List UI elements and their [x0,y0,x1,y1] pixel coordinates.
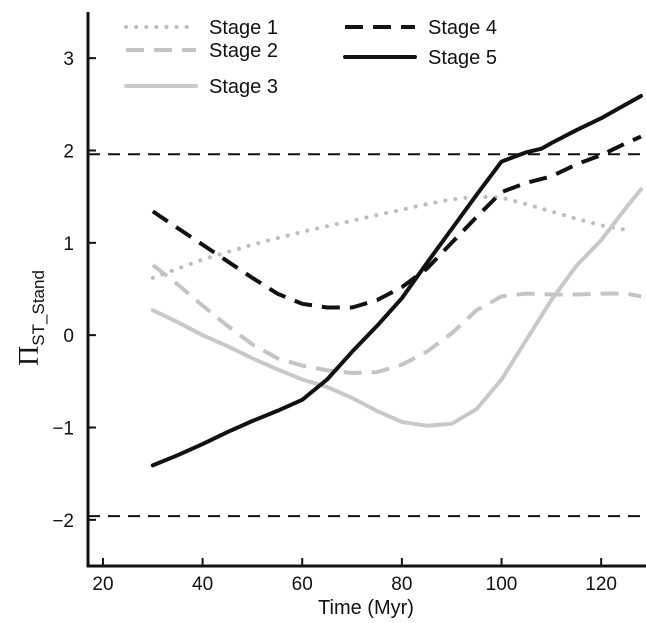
y-tick-label: 1 [63,234,74,255]
y-tick-label: 0 [63,326,74,347]
x-tick-label: 40 [192,574,213,595]
y-tick-label: −2 [52,511,74,532]
y-tick-label: 3 [63,49,74,70]
series-lines [150,94,643,468]
series-line-1 [150,194,629,280]
series-line-5 [150,94,643,468]
y-tick-label: 2 [63,142,74,163]
reference-lines [88,153,646,518]
y-axis-label-symbol: Π [14,346,45,366]
x-tick-label: 120 [585,574,617,595]
series-line-2 [151,263,642,375]
y-ticks: −2 −1 0 1 2 3 [52,49,96,532]
y-tick-label: −1 [52,419,74,440]
axes [86,12,646,568]
svg-text:ΠST_Stand: ΠST_Stand [14,270,48,366]
legend-label-5: Stage 5 [428,47,497,69]
x-axis-label: Time (Myr) [318,597,414,619]
legend-label-3: Stage 3 [209,76,278,98]
y-axis-label: ΠST_Stand [14,270,48,366]
x-tick-label: 80 [391,574,412,595]
x-tick-label: 100 [486,574,518,595]
x-tick-label: 20 [92,574,113,595]
series-line-3 [150,187,643,428]
x-tick-label: 60 [292,574,313,595]
x-ticks: 20 40 60 80 100 120 [92,558,617,595]
legend-label-1: Stage 1 [209,17,278,39]
legend-label-4: Stage 4 [428,17,497,39]
legend-label-2: Stage 2 [209,40,278,62]
y-axis-label-subscript: ST_Stand [29,270,48,346]
series-line-4 [151,134,642,310]
